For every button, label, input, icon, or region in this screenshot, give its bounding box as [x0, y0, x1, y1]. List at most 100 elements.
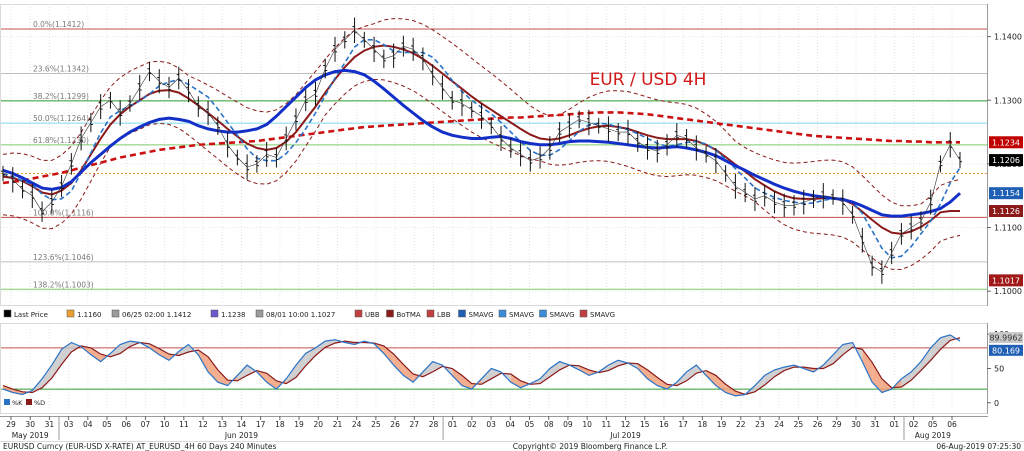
osc-legend-swatch [4, 399, 10, 405]
x-axis-label: 10 [582, 420, 592, 429]
x-axis-label: 13 [217, 420, 227, 429]
osc-fill [383, 345, 394, 366]
legend-swatch [255, 309, 264, 318]
legend-swatch [539, 309, 547, 318]
osc-fill [901, 371, 912, 388]
price-tag-label: 1.1017 [992, 276, 1020, 285]
x-axis-label: 11 [602, 420, 612, 429]
osc-fill [715, 375, 726, 393]
legend-swatch [111, 309, 120, 318]
footer-center: Copyright© 2019 Bloomberg Finance L.P. [513, 442, 668, 451]
osc-legend-swatch [26, 399, 32, 405]
fib-label: 23.6%(1.1342) [33, 65, 89, 74]
x-axis-label: 31 [870, 420, 880, 429]
x-axis-label: 01 [448, 420, 458, 429]
footer-right: 06-Aug-2019 07:25:30 [936, 442, 1021, 451]
legend-label: SMAVG [590, 311, 615, 319]
legend-swatch [458, 309, 466, 318]
x-axis-label: 24 [352, 420, 362, 429]
price-tag-label: 1.1234 [992, 138, 1020, 147]
osc-fill [608, 360, 619, 371]
fib-label: 61.8%(1.1230) [33, 136, 89, 145]
osc-fill [559, 361, 570, 370]
legend-swatch [66, 309, 75, 318]
legend-label: SMAVG [469, 311, 494, 319]
osc-fill [520, 380, 531, 388]
price-tag-label: 1.1206 [992, 156, 1020, 165]
osc-fill [295, 353, 306, 378]
x-axis-month-label: Aug 2019 [915, 431, 951, 440]
x-axis-label: 20 [313, 420, 323, 429]
osc-legend-label: %D [34, 399, 45, 407]
osc-fill [930, 337, 941, 361]
osc-fill [325, 339, 336, 348]
osc-fill [159, 348, 170, 361]
osc-fill [315, 341, 326, 356]
x-axis-label: 04 [83, 420, 93, 429]
x-axis-label: 05 [928, 420, 938, 429]
lower-band-line [2, 78, 961, 271]
fib-label: 0.0%(1.1412) [33, 20, 84, 29]
osc-fill [12, 389, 23, 395]
osc-fill [51, 349, 62, 379]
legend-label: 08/01 10:00 1.1027 [266, 311, 335, 319]
fib-levels: 0.0%(1.1412) 23.6%(1.1342) 38.2%(1.1299) 50… [1, 20, 987, 290]
osc-fill [686, 365, 697, 381]
price-tag-box [989, 136, 1023, 149]
osc-fill [491, 368, 502, 379]
osc-fill [266, 373, 277, 390]
legend-label: 1.1160 [77, 311, 102, 319]
x-axis-label: 05 [525, 420, 535, 429]
x-axis-label: 30 [25, 420, 35, 429]
osc-fill [452, 368, 462, 386]
price-panel-frame [0, 4, 988, 306]
fib-label: 38.2%(1.1299) [33, 92, 89, 101]
osc-fill [149, 343, 160, 355]
osc-axis-label: 0 [994, 399, 999, 408]
x-axis-label: 05 [102, 420, 112, 429]
x-axis-label: 25 [794, 420, 804, 429]
x-axis-label: 07 [141, 420, 151, 429]
osc-fill [579, 365, 589, 376]
legend-swatch [498, 309, 507, 318]
legend-swatch [426, 309, 435, 318]
x-axis-month-label: Jul 2019 [609, 431, 641, 440]
price-axis-label: 1.1100 [994, 224, 1022, 233]
x-axis-label: 10 [160, 420, 170, 429]
x-axis-label: 29 [6, 420, 16, 429]
osc-fill [618, 360, 628, 366]
osc-fill [911, 361, 921, 381]
x-axis-label: 29 [832, 420, 842, 429]
x-axis-label: 12 [198, 420, 208, 429]
osc-fill [217, 369, 228, 386]
x-axis-label: 03 [64, 420, 74, 429]
x-axis-label: 26 [813, 420, 823, 429]
x-axis-month-label: Jun 2019 [224, 431, 258, 440]
footer-left: EURUSD Curncy (EUR-USD X-RATE) AT_EURUSD… [3, 442, 276, 451]
osc-fill [3, 385, 13, 393]
x-axis-label: 19 [294, 420, 304, 429]
price-tag-box [989, 187, 1023, 200]
x-axis-month-label: May 2019 [12, 431, 49, 440]
legend-label: Last Price [14, 311, 48, 319]
price-axis-label: 1.1300 [994, 96, 1022, 105]
x-axis-label: 04 [506, 420, 516, 429]
price-tags: 1.1234 1.1206 1.1154 1.1126 1.1017 [989, 136, 1023, 287]
x-axis-label: 26 [390, 420, 400, 429]
osc-fill [510, 373, 521, 388]
x-axis-label: 09 [563, 420, 573, 429]
price-tag-box [989, 154, 1023, 167]
osc-fill [637, 363, 648, 379]
legend-label: 1.1238 [221, 311, 246, 319]
osc-fill [549, 361, 560, 377]
x-axis-label: 21 [333, 420, 343, 429]
osc-fill [647, 369, 658, 386]
x-axis-label: 08 [544, 420, 554, 429]
x-axis-label: 16 [659, 420, 669, 429]
x-axis-label: 18 [698, 420, 708, 429]
osc-k-line [2, 334, 961, 397]
oscillator-series [2, 334, 961, 397]
fib-label: 123.6%(1.1046) [33, 253, 94, 262]
x-axis-label: 12 [621, 420, 631, 429]
